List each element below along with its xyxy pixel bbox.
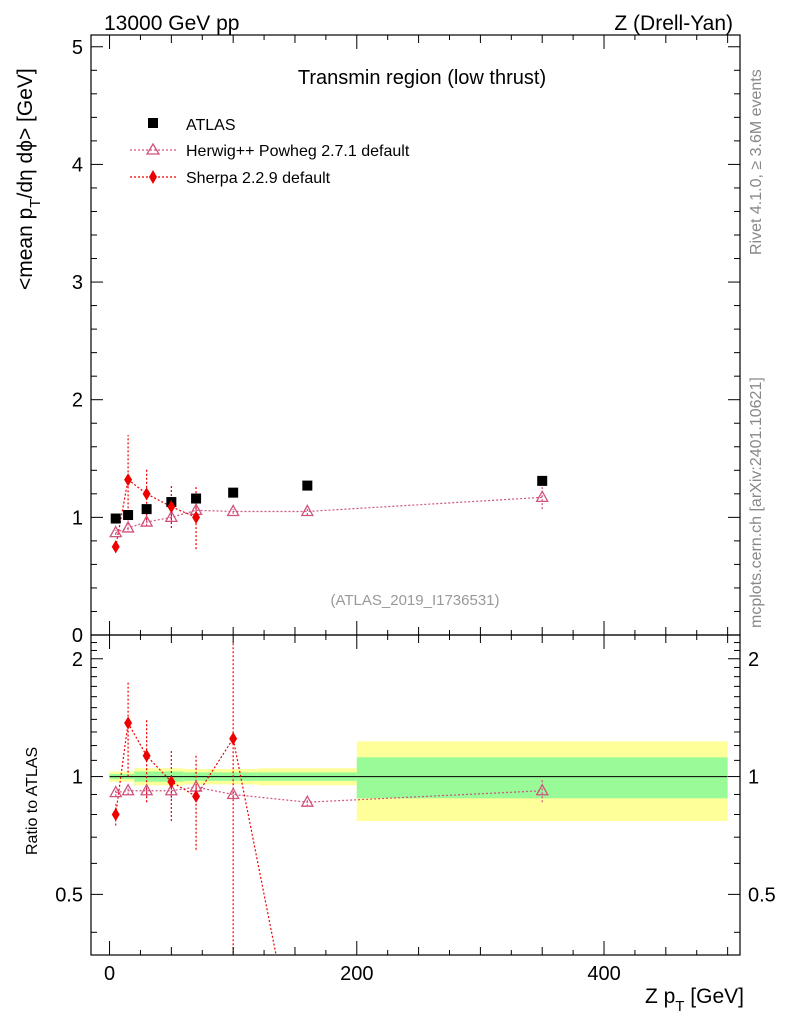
legend-marker-sherpa	[149, 170, 157, 184]
sherpa-point	[111, 540, 120, 554]
process-label: Z (Drell-Yan)	[614, 12, 733, 35]
ratio-series-group	[109, 642, 549, 955]
ratio-herwig-point	[164, 783, 178, 796]
ratio-sherpa-point	[229, 732, 238, 746]
ratio-ytick-label-left: 2	[72, 649, 83, 671]
atlas-point	[537, 475, 548, 486]
legend-marker-atlas	[148, 118, 158, 128]
ratio-ylabel: Ratio to ATLAS	[24, 747, 41, 855]
herwig-point	[164, 510, 178, 523]
herwig-point	[109, 525, 123, 538]
sherpa-line	[115, 478, 197, 547]
legend-label-sherpa: Sherpa 2.2.9 default	[186, 170, 331, 187]
ratio-frame	[90, 634, 741, 956]
atlas-point	[302, 480, 313, 491]
main-ytick-label: 2	[72, 390, 83, 412]
main-ytick-label: 3	[72, 272, 83, 294]
ratio-sherpa-point	[124, 716, 133, 730]
legend: ATLAS Herwig++ Powheg 2.7.1 default Sher…	[130, 117, 410, 187]
source-label: mcplots.cern.ch [arXiv:2401.10621]	[748, 377, 765, 628]
ratio-xtick-label: 200	[340, 963, 373, 985]
sherpa-point	[167, 500, 176, 514]
atlas-point	[123, 510, 134, 520]
ratio-xtick-label: 400	[587, 963, 620, 985]
ratio-sherpa-point	[167, 775, 176, 789]
legend-label-herwig: Herwig++ Powheg 2.7.1 default	[186, 143, 410, 160]
ratio-ytick-label-left: 1	[72, 767, 83, 789]
legend-label-atlas: ATLAS	[186, 117, 236, 134]
main-ylabel: <mean pT/dη dϕ> [GeV]	[14, 68, 44, 290]
ratio-xlabel: Z pT [GeV]	[645, 985, 744, 1015]
sherpa-point	[142, 487, 151, 501]
legend-marker-herwig	[145, 142, 161, 155]
ratio-ytick-label-right: 1	[748, 767, 759, 789]
ratio-panel: 0.5 0.5 1 1 2 2 0 200 400 Ratio to ATLAS Z pT [G…	[24, 634, 776, 1015]
herwig-line	[115, 496, 543, 534]
beam-label: 13000 GeV pp	[104, 12, 239, 35]
atlas-point	[191, 493, 202, 504]
main-title: Transmin region (low thrust)	[298, 67, 546, 89]
herwig-point	[535, 490, 549, 503]
main-ytick-label: 1	[72, 507, 83, 529]
main-ytick-label: 4	[72, 154, 83, 176]
ratio-herwig-point	[226, 787, 240, 800]
herwig-point	[121, 520, 135, 533]
atlas-point	[228, 487, 239, 498]
ratio-sherpa-line	[115, 721, 277, 955]
herwig-point	[226, 504, 240, 517]
ratio-ytick-label-left: 0.5	[55, 884, 83, 906]
ratio-ytick-label-right: 0.5	[748, 884, 776, 906]
main-panel: 0 1 2 3 4 5 Transmin region (low thrust) (ATL…	[14, 34, 741, 647]
main-ytick-label: 0	[72, 625, 83, 647]
ratio-band-inner	[356, 757, 728, 799]
ratio-herwig-point	[140, 783, 154, 796]
ratio-sherpa-point	[192, 789, 201, 803]
sherpa-point	[192, 510, 201, 524]
herwig-point	[300, 504, 314, 517]
ratio-herwig-point	[300, 794, 314, 807]
analysis-id: (ATLAS_2019_I1736531)	[330, 592, 499, 609]
sherpa-point	[124, 473, 133, 487]
atlas-point	[110, 513, 121, 524]
atlas-point	[141, 504, 152, 515]
herwig-point	[140, 514, 154, 527]
rivet-version-label: Rivet 4.1.0, ≥ 3.6M events	[748, 69, 765, 255]
main-ytick-label: 5	[72, 37, 83, 59]
ratio-herwig-point	[121, 783, 135, 796]
ratio-ytick-label-right: 2	[748, 649, 759, 671]
ratio-herwig-point	[535, 783, 549, 796]
ratio-xtick-label: 0	[104, 963, 115, 985]
ratio-sherpa-point	[142, 749, 151, 763]
ratio-herwig-point	[109, 785, 123, 798]
ratio-sherpa-point	[111, 807, 120, 821]
